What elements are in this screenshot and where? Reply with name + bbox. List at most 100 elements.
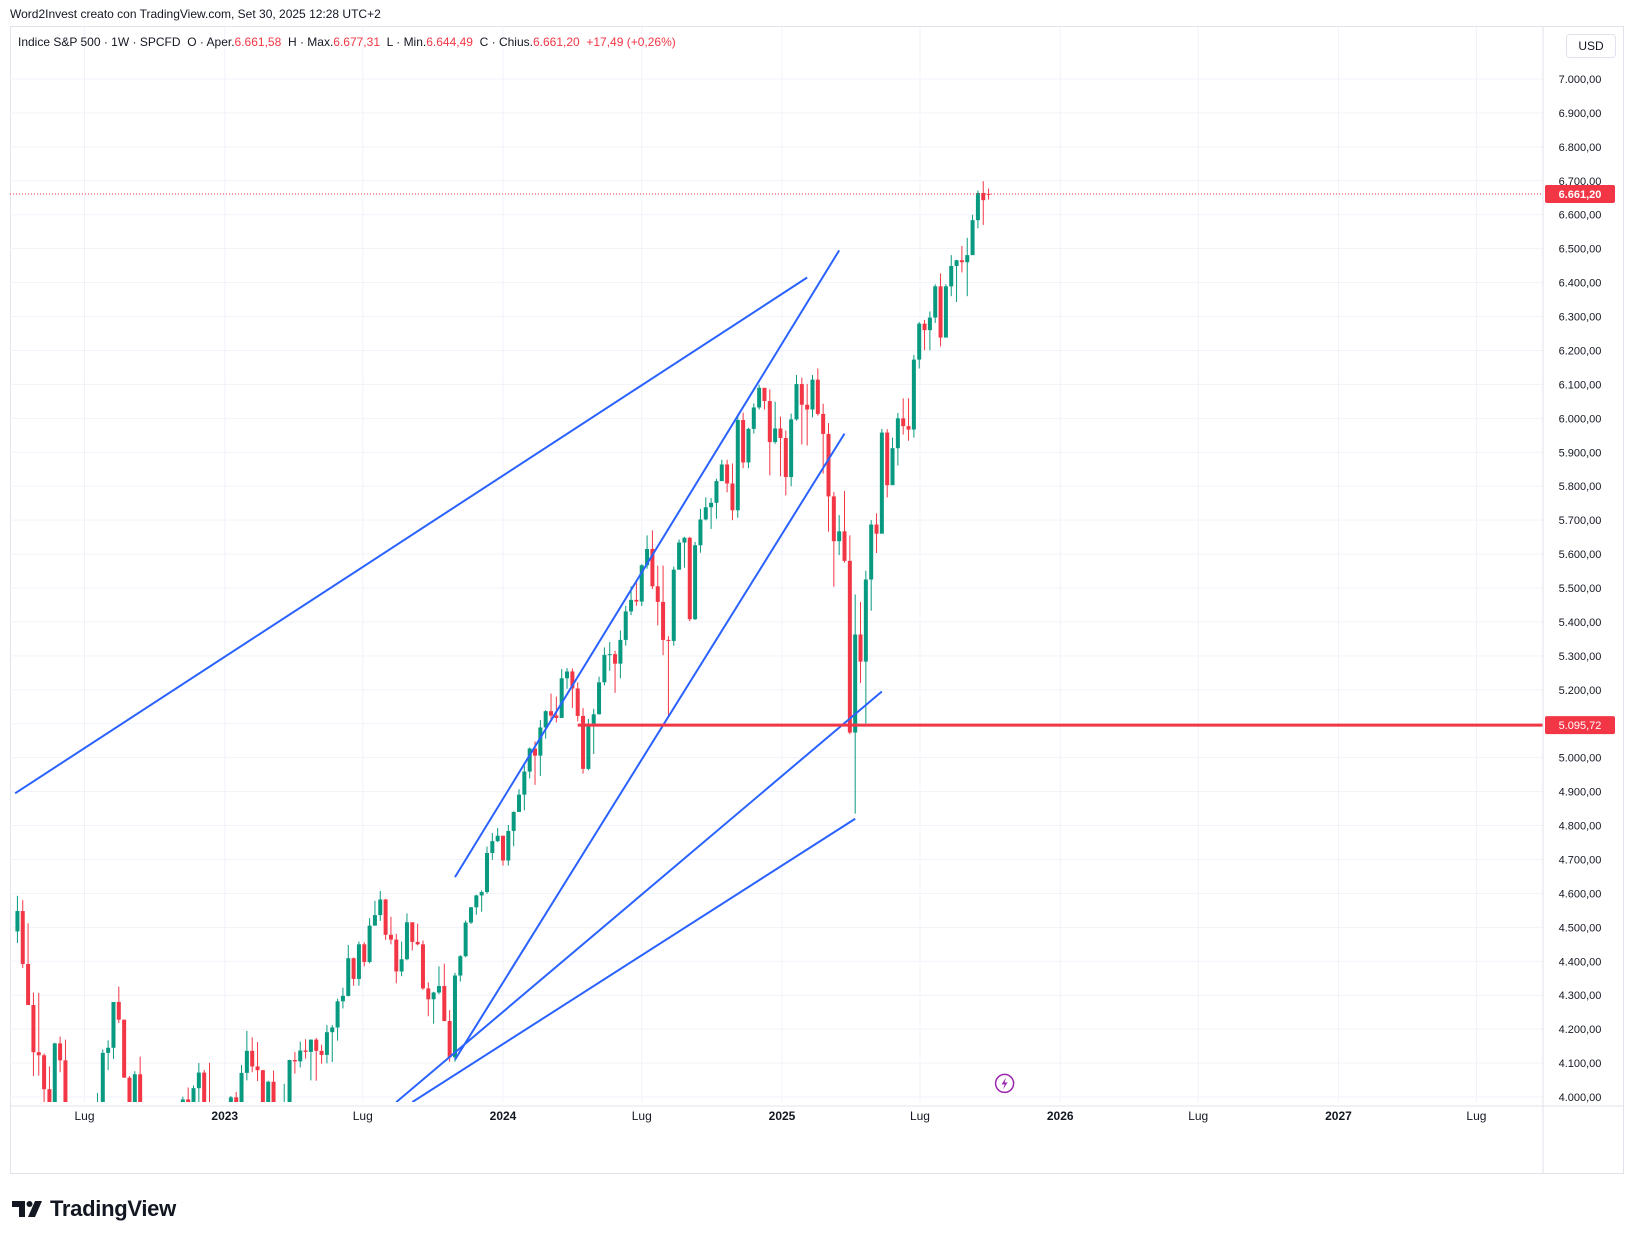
candle[interactable] [495, 827, 500, 843]
candle[interactable] [922, 319, 927, 351]
candle[interactable] [815, 368, 820, 416]
candle[interactable] [292, 1051, 297, 1074]
candle[interactable] [42, 1053, 47, 1145]
candle[interactable] [410, 922, 415, 951]
candle[interactable] [282, 1083, 286, 1135]
candle[interactable] [335, 998, 340, 1041]
candle[interactable] [762, 387, 767, 410]
candle[interactable] [906, 398, 911, 441]
candle[interactable] [122, 1019, 127, 1078]
candle[interactable] [298, 1041, 303, 1068]
candle[interactable] [63, 1039, 68, 1131]
candle[interactable] [741, 412, 746, 469]
candle[interactable] [36, 992, 41, 1076]
candle[interactable] [975, 190, 980, 229]
candle[interactable] [911, 354, 916, 438]
candle[interactable] [554, 696, 559, 723]
candle[interactable] [420, 940, 425, 990]
candle[interactable] [773, 401, 778, 444]
candle[interactable] [794, 374, 799, 421]
candle[interactable] [565, 668, 570, 689]
candle[interactable] [138, 1056, 143, 1153]
candle[interactable] [314, 1037, 319, 1081]
candle[interactable] [394, 933, 399, 984]
candle[interactable] [58, 1036, 63, 1073]
candle[interactable] [943, 284, 948, 338]
candle[interactable] [239, 1065, 244, 1108]
candle[interactable] [271, 1070, 276, 1150]
candle[interactable] [778, 416, 783, 477]
candle[interactable] [213, 1139, 217, 1177]
candle[interactable] [324, 1025, 329, 1064]
candle[interactable] [116, 986, 121, 1024]
candle[interactable] [224, 1129, 228, 1167]
candle[interactable] [671, 566, 676, 646]
candle[interactable] [340, 987, 345, 1009]
candle[interactable] [709, 498, 714, 529]
candle[interactable] [570, 668, 575, 709]
candle[interactable] [895, 412, 900, 466]
candle[interactable] [783, 430, 788, 496]
candle[interactable] [127, 1075, 132, 1129]
candle[interactable] [607, 641, 612, 671]
candle[interactable] [863, 570, 868, 724]
candle[interactable] [415, 923, 420, 946]
candle[interactable] [901, 398, 906, 435]
candle[interactable] [356, 941, 361, 986]
candle[interactable] [431, 991, 436, 1024]
candle[interactable] [719, 459, 724, 482]
candle[interactable] [490, 832, 495, 860]
candle[interactable] [858, 601, 863, 684]
candle[interactable] [372, 900, 377, 926]
candle[interactable] [698, 508, 703, 553]
candle[interactable] [15, 895, 20, 943]
candle[interactable] [618, 630, 623, 679]
candle[interactable] [549, 693, 554, 722]
candle[interactable] [176, 1127, 180, 1199]
candle[interactable] [682, 536, 687, 568]
candle[interactable] [954, 259, 959, 302]
candle[interactable] [885, 429, 890, 498]
candle[interactable] [805, 384, 810, 446]
candle[interactable] [650, 530, 655, 590]
candle[interactable] [26, 923, 31, 1006]
candle[interactable] [196, 1063, 201, 1117]
candle[interactable] [517, 789, 522, 812]
candle[interactable] [319, 1044, 324, 1064]
candle[interactable] [602, 647, 607, 686]
candle[interactable] [383, 898, 388, 940]
candle[interactable] [20, 900, 25, 969]
candle[interactable] [463, 920, 468, 958]
candle[interactable] [917, 321, 922, 369]
candle[interactable] [703, 497, 708, 521]
candle[interactable] [180, 1096, 185, 1187]
candle[interactable] [538, 720, 543, 776]
candle[interactable] [591, 708, 596, 754]
candle[interactable] [255, 1042, 260, 1082]
candle[interactable] [474, 894, 479, 915]
candle[interactable] [399, 941, 404, 977]
candle[interactable] [869, 520, 874, 611]
currency-button[interactable]: USD [1566, 34, 1616, 58]
candle[interactable] [47, 1066, 52, 1161]
candle[interactable] [501, 835, 505, 866]
candle[interactable] [533, 741, 538, 785]
tradingview-brand[interactable]: TradingView [12, 1196, 176, 1222]
candle[interactable] [303, 1039, 308, 1059]
candle[interactable] [202, 1069, 207, 1125]
candle[interactable] [218, 1138, 222, 1171]
candle[interactable] [623, 605, 628, 646]
candle[interactable] [559, 669, 564, 718]
candle[interactable] [810, 374, 815, 418]
candle[interactable] [543, 710, 548, 739]
candle[interactable] [847, 535, 852, 735]
candle[interactable] [452, 972, 457, 1062]
candle[interactable] [479, 890, 484, 912]
trendline[interactable] [395, 690, 883, 1102]
candle[interactable] [837, 515, 842, 556]
candle[interactable] [853, 594, 858, 814]
candle[interactable] [575, 682, 580, 722]
candle[interactable] [132, 1071, 137, 1135]
candle[interactable] [890, 437, 895, 486]
